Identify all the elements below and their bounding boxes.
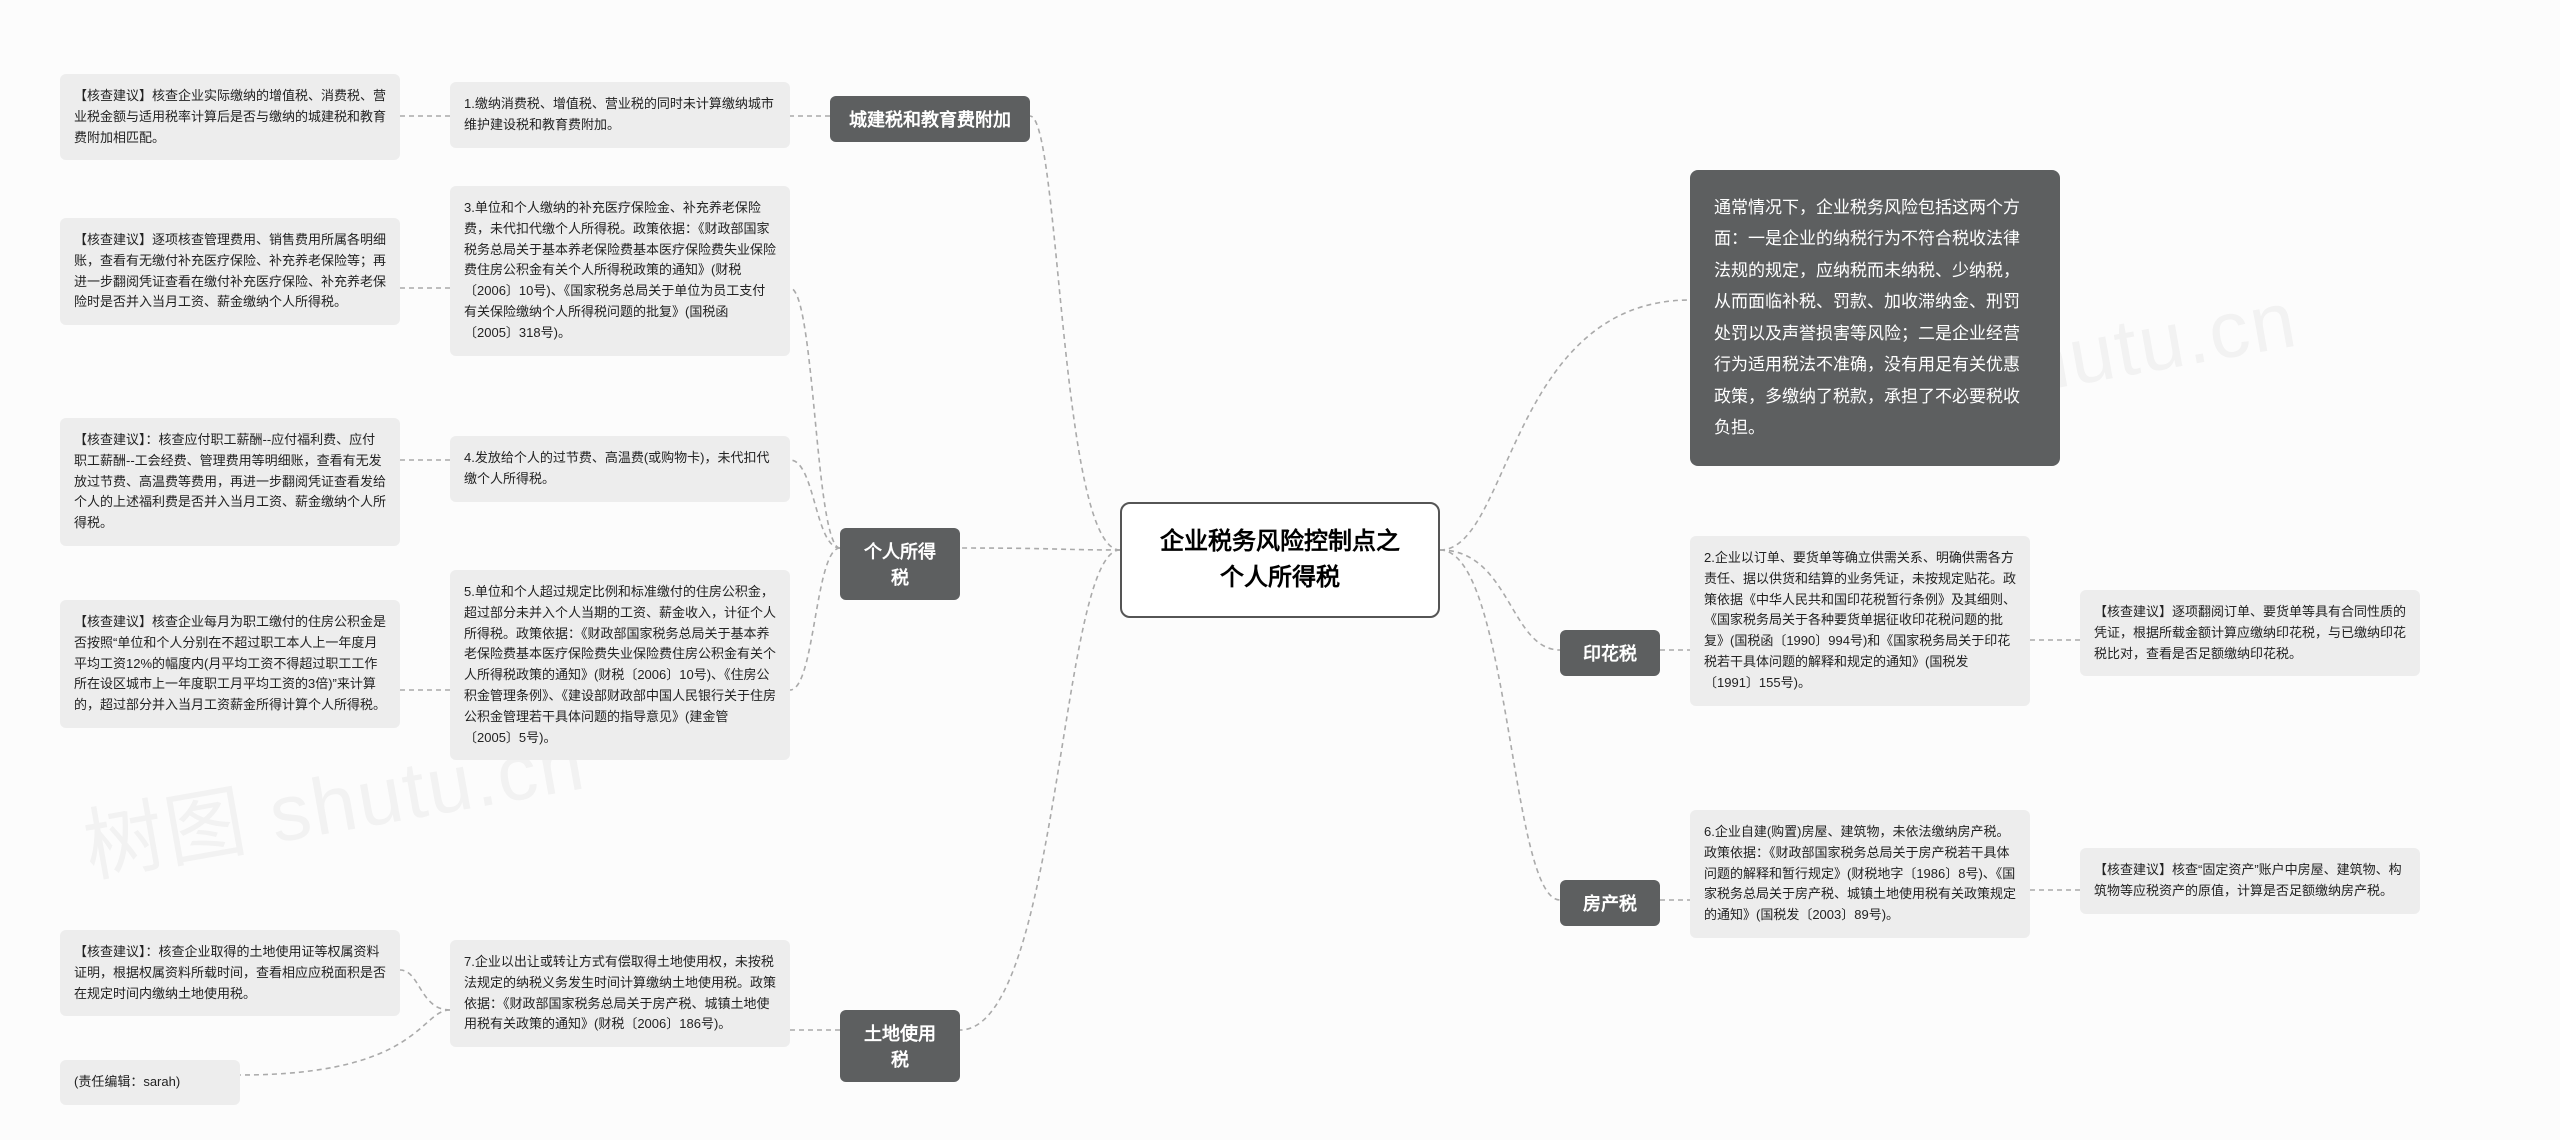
item-personal-4: 4.发放给个人的过节费、高温费(或购物卡)，未代扣代缴个人所得税。 bbox=[450, 436, 790, 502]
item-stamp-2-sugg: 【核查建议】逐项翻阅订单、要货单等具有合同性质的凭证，根据所载金额计算应缴纳印花… bbox=[2080, 590, 2420, 676]
branch-property-tax: 房产税 bbox=[1560, 880, 1660, 926]
item-personal-5-sugg: 【核查建议】核查企业每月为职工缴付的住房公积金是否按照“单位和个人分别在不超过职… bbox=[60, 600, 400, 728]
item-land-7: 7.企业以出让或转让方式有偿取得土地使用权，未按税法规定的纳税义务发生时间计算缴… bbox=[450, 940, 790, 1047]
item-personal-5: 5.单位和个人超过规定比例和标准缴付的住房公积金，超过部分未并入个人当期的工资、… bbox=[450, 570, 790, 760]
branch-land-tax: 土地使用税 bbox=[840, 1010, 960, 1082]
branch-city-edu: 城建税和教育费附加 bbox=[830, 96, 1030, 142]
item-personal-3-sugg: 【核查建议】逐项核查管理费用、销售费用所属各明细账，查看有无缴付补充医疗保险、补… bbox=[60, 218, 400, 325]
item-prop-6: 6.企业自建(购置)房屋、建筑物，未依法缴纳房产税。政策依据：《财政部国家税务总… bbox=[1690, 810, 2030, 938]
item-city-edu-1-sugg: 【核查建议】核查企业实际缴纳的增值税、消费税、营业税金额与适用税率计算后是否与缴… bbox=[60, 74, 400, 160]
item-land-7-sugg: 【核查建议】：核查企业取得的土地使用证等权属资料证明，根据权属资料所载时间，查看… bbox=[60, 930, 400, 1016]
item-stamp-2: 2.企业以订单、要货单等确立供需关系、明确供需各方责任、据以供货和结算的业务凭证… bbox=[1690, 536, 2030, 706]
intro-text: 通常情况下，企业税务风险包括这两个方面：一是企业的纳税行为不符合税收法律法规的规… bbox=[1690, 170, 2060, 466]
center-topic: 企业税务风险控制点之个人所得税 bbox=[1120, 502, 1440, 618]
branch-stamp-tax: 印花税 bbox=[1560, 630, 1660, 676]
item-city-edu-1: 1.缴纳消费税、增值税、营业税的同时未计算缴纳城市维护建设税和教育费附加。 bbox=[450, 82, 790, 148]
item-prop-6-sugg: 【核查建议】核查“固定资产”账户中房屋、建筑物、构筑物等应税资产的原值，计算是否… bbox=[2080, 848, 2420, 914]
branch-personal-tax: 个人所得税 bbox=[840, 528, 960, 600]
item-personal-3: 3.单位和个人缴纳的补充医疗保险金、补充养老保险费，未代扣代缴个人所得税。政策依… bbox=[450, 186, 790, 356]
item-editor: (责任编辑：sarah) bbox=[60, 1060, 240, 1105]
item-personal-4-sugg: 【核查建议】：核查应付职工薪酬--应付福利费、应付职工薪酬--工会经费、管理费用… bbox=[60, 418, 400, 546]
